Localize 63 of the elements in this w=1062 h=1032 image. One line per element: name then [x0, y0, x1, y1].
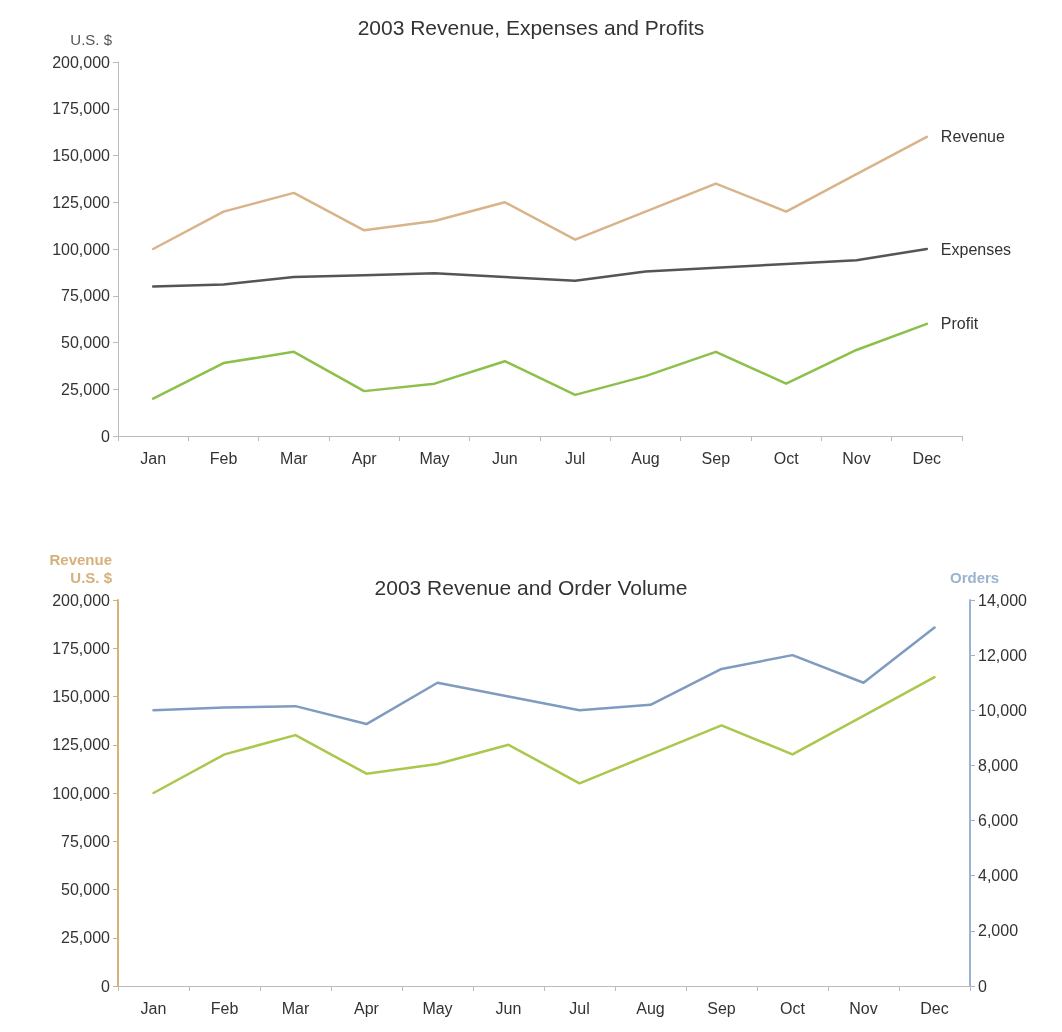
x-tick-label: Sep	[701, 449, 731, 467]
y-tick-label: 25,000	[61, 380, 111, 398]
x-tick-label: Jun	[495, 999, 522, 1017]
line-series	[151, 322, 929, 400]
y-tick-label: 50,000	[61, 334, 111, 351]
x-tick-label: Mar	[280, 449, 309, 467]
x-tick-label: Feb	[209, 449, 238, 467]
series-label: Profit	[940, 315, 979, 333]
x-tick-label: Jun	[491, 449, 518, 467]
y-axis-title: Revenue U.S. $	[49, 550, 113, 586]
y-tick-label: 125,000	[52, 736, 111, 754]
y-tick-label: 100,000	[52, 240, 111, 258]
chart-title: 2003 Revenue, Expenses and Profits	[357, 16, 705, 39]
x-tick-label: Apr	[351, 449, 378, 467]
y-axis-title: U.S. $	[70, 30, 113, 48]
x-tick-label: Jul	[569, 999, 590, 1017]
x-tick-label: Apr	[354, 999, 380, 1017]
y-tick-label: 75,000	[61, 832, 111, 850]
x-tick-label: Sep	[707, 999, 736, 1017]
y2-axis-title: Orders	[950, 568, 1000, 586]
y2-tick-label: 12,000	[978, 646, 1028, 664]
y-tick-label: 0	[101, 427, 111, 445]
y2-tick-label: 8,000	[978, 756, 1019, 774]
x-tick-label: Jul	[564, 449, 586, 467]
y-tick-label: 25,000	[61, 929, 111, 947]
y2-tick-label: 2,000	[978, 922, 1019, 940]
y-tick-label: 150,000	[52, 147, 111, 164]
x-tick-label: Mar	[281, 999, 310, 1017]
x-tick-label: May	[419, 449, 450, 467]
y-tick-label: 125,000	[52, 193, 111, 211]
y2-tick-label: 0	[978, 977, 987, 995]
series-label: Expenses	[940, 240, 1012, 258]
y-tick-label: 200,000	[52, 591, 111, 609]
x-tick-label: Nov	[842, 449, 871, 467]
x-tick-label: Aug	[636, 999, 665, 1017]
y2-tick-label: 4,000	[978, 867, 1019, 885]
y2-tick-label: 10,000	[978, 701, 1028, 719]
line-series	[152, 626, 936, 726]
y2-tick-label: 14,000	[978, 591, 1028, 609]
x-tick-label: Jan	[140, 449, 167, 467]
x-tick-label: Nov	[849, 999, 878, 1017]
y-tick-label: 175,000	[52, 100, 111, 118]
y-tick-label: 150,000	[52, 688, 111, 705]
y-tick-label: 0	[101, 977, 111, 995]
x-tick-label: Jan	[140, 999, 167, 1017]
y-tick-label: 200,000	[52, 53, 111, 71]
line-series	[151, 247, 929, 288]
x-tick-label: Feb	[210, 999, 239, 1017]
x-tick-label: Oct	[773, 449, 800, 467]
x-tick-label: Oct	[780, 999, 806, 1017]
series-label: Revenue	[940, 128, 1005, 146]
line-series	[152, 675, 936, 795]
y-tick-label: 50,000	[61, 881, 111, 898]
y-tick-label: 75,000	[61, 287, 111, 305]
chart-title: 2003 Revenue and Order Volume	[374, 576, 688, 599]
x-tick-label: Dec	[920, 999, 949, 1017]
x-tick-label: May	[422, 999, 453, 1017]
y2-tick-label: 6,000	[978, 812, 1019, 830]
x-tick-label: Dec	[912, 449, 942, 467]
x-tick-label: Aug	[631, 449, 660, 467]
y-tick-label: 100,000	[52, 784, 111, 802]
line-series	[151, 135, 929, 251]
y-tick-label: 175,000	[52, 639, 111, 657]
